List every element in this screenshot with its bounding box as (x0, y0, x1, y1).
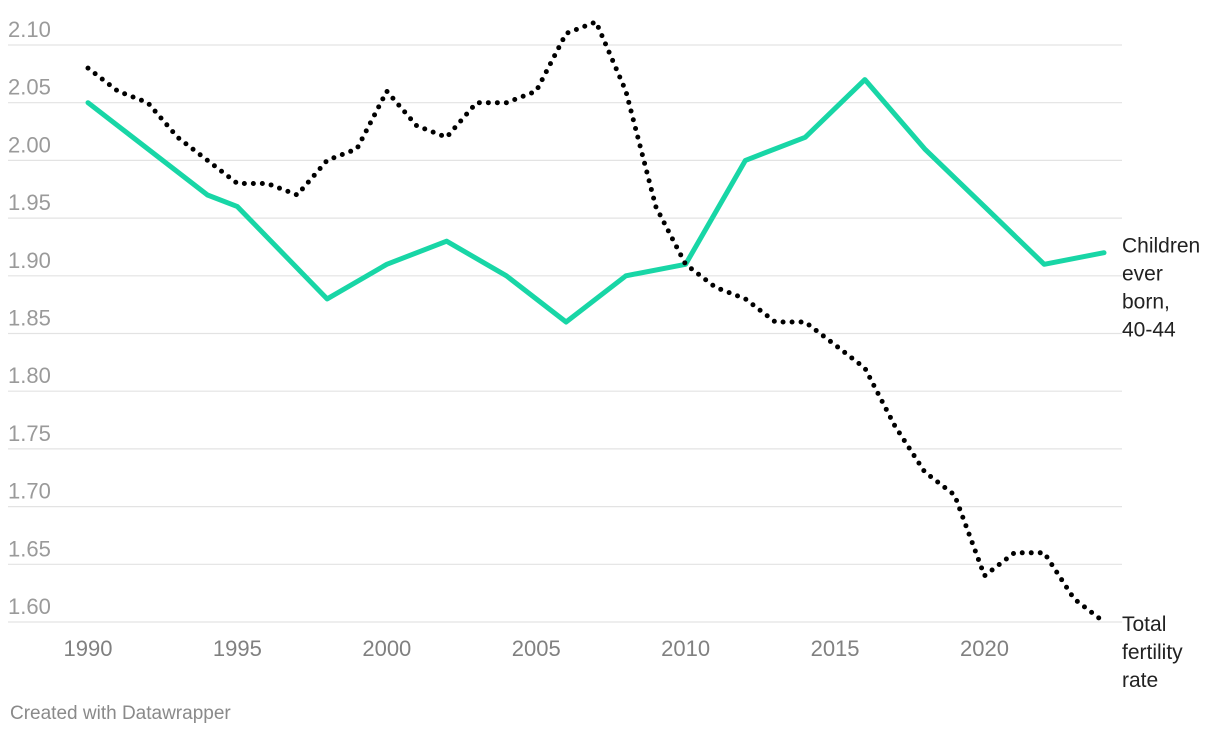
credit-text: Created with Datawrapper (10, 703, 231, 724)
y-tick-label: 2.10 (8, 17, 51, 42)
x-axis-ticks: 1990 1995 2000 2005 2010 2015 2020 (64, 636, 1009, 661)
y-tick-label: 1.70 (8, 479, 51, 504)
gridlines (8, 44, 1122, 623)
series-labels: Children ever born, 40-44 Total fertility rate (1122, 235, 1200, 692)
series-label: Total fertility rate (1122, 613, 1183, 692)
y-tick-label: 2.05 (8, 75, 51, 100)
series-label-line: 40-44 (1122, 319, 1176, 342)
series-line-children-ever-born (85, 77, 1107, 325)
y-tick-label: 1.60 (8, 594, 51, 619)
series-label-line: fertility (1122, 641, 1183, 664)
series-label-line: Total (1122, 613, 1166, 636)
y-tick-label: 2.00 (8, 132, 51, 157)
y-tick-label: 1.75 (8, 421, 51, 446)
x-tick-label: 2015 (811, 636, 860, 661)
series-lines (85, 19, 1107, 625)
y-tick-label: 1.80 (8, 363, 51, 388)
y-tick-label: 1.90 (8, 248, 51, 273)
line-chart: 1.60 1.65 1.70 1.75 1.80 1.85 1.90 1.95 2.00 2.05… (8, 17, 1200, 692)
series-label-line: born, (1122, 291, 1170, 314)
series-label: Children ever born, 40-44 (1122, 235, 1200, 342)
x-tick-label: 2005 (512, 636, 561, 661)
x-tick-label: 2010 (661, 636, 710, 661)
y-axis-ticks: 1.60 1.65 1.70 1.75 1.80 1.85 1.90 1.95 2.00 2.05… (8, 17, 51, 619)
series-line-total-fertility-rate (85, 19, 1107, 625)
x-tick-label: 1995 (213, 636, 262, 661)
x-tick-label: 2000 (362, 636, 411, 661)
y-tick-label: 1.65 (8, 536, 51, 561)
series-label-line: Children (1122, 235, 1200, 258)
y-tick-label: 1.85 (8, 306, 51, 331)
series-label-line: rate (1122, 669, 1158, 692)
y-tick-label: 1.95 (8, 190, 51, 215)
series-label-line: ever (1122, 263, 1163, 286)
x-tick-label: 2020 (960, 636, 1009, 661)
x-tick-label: 1990 (64, 636, 113, 661)
